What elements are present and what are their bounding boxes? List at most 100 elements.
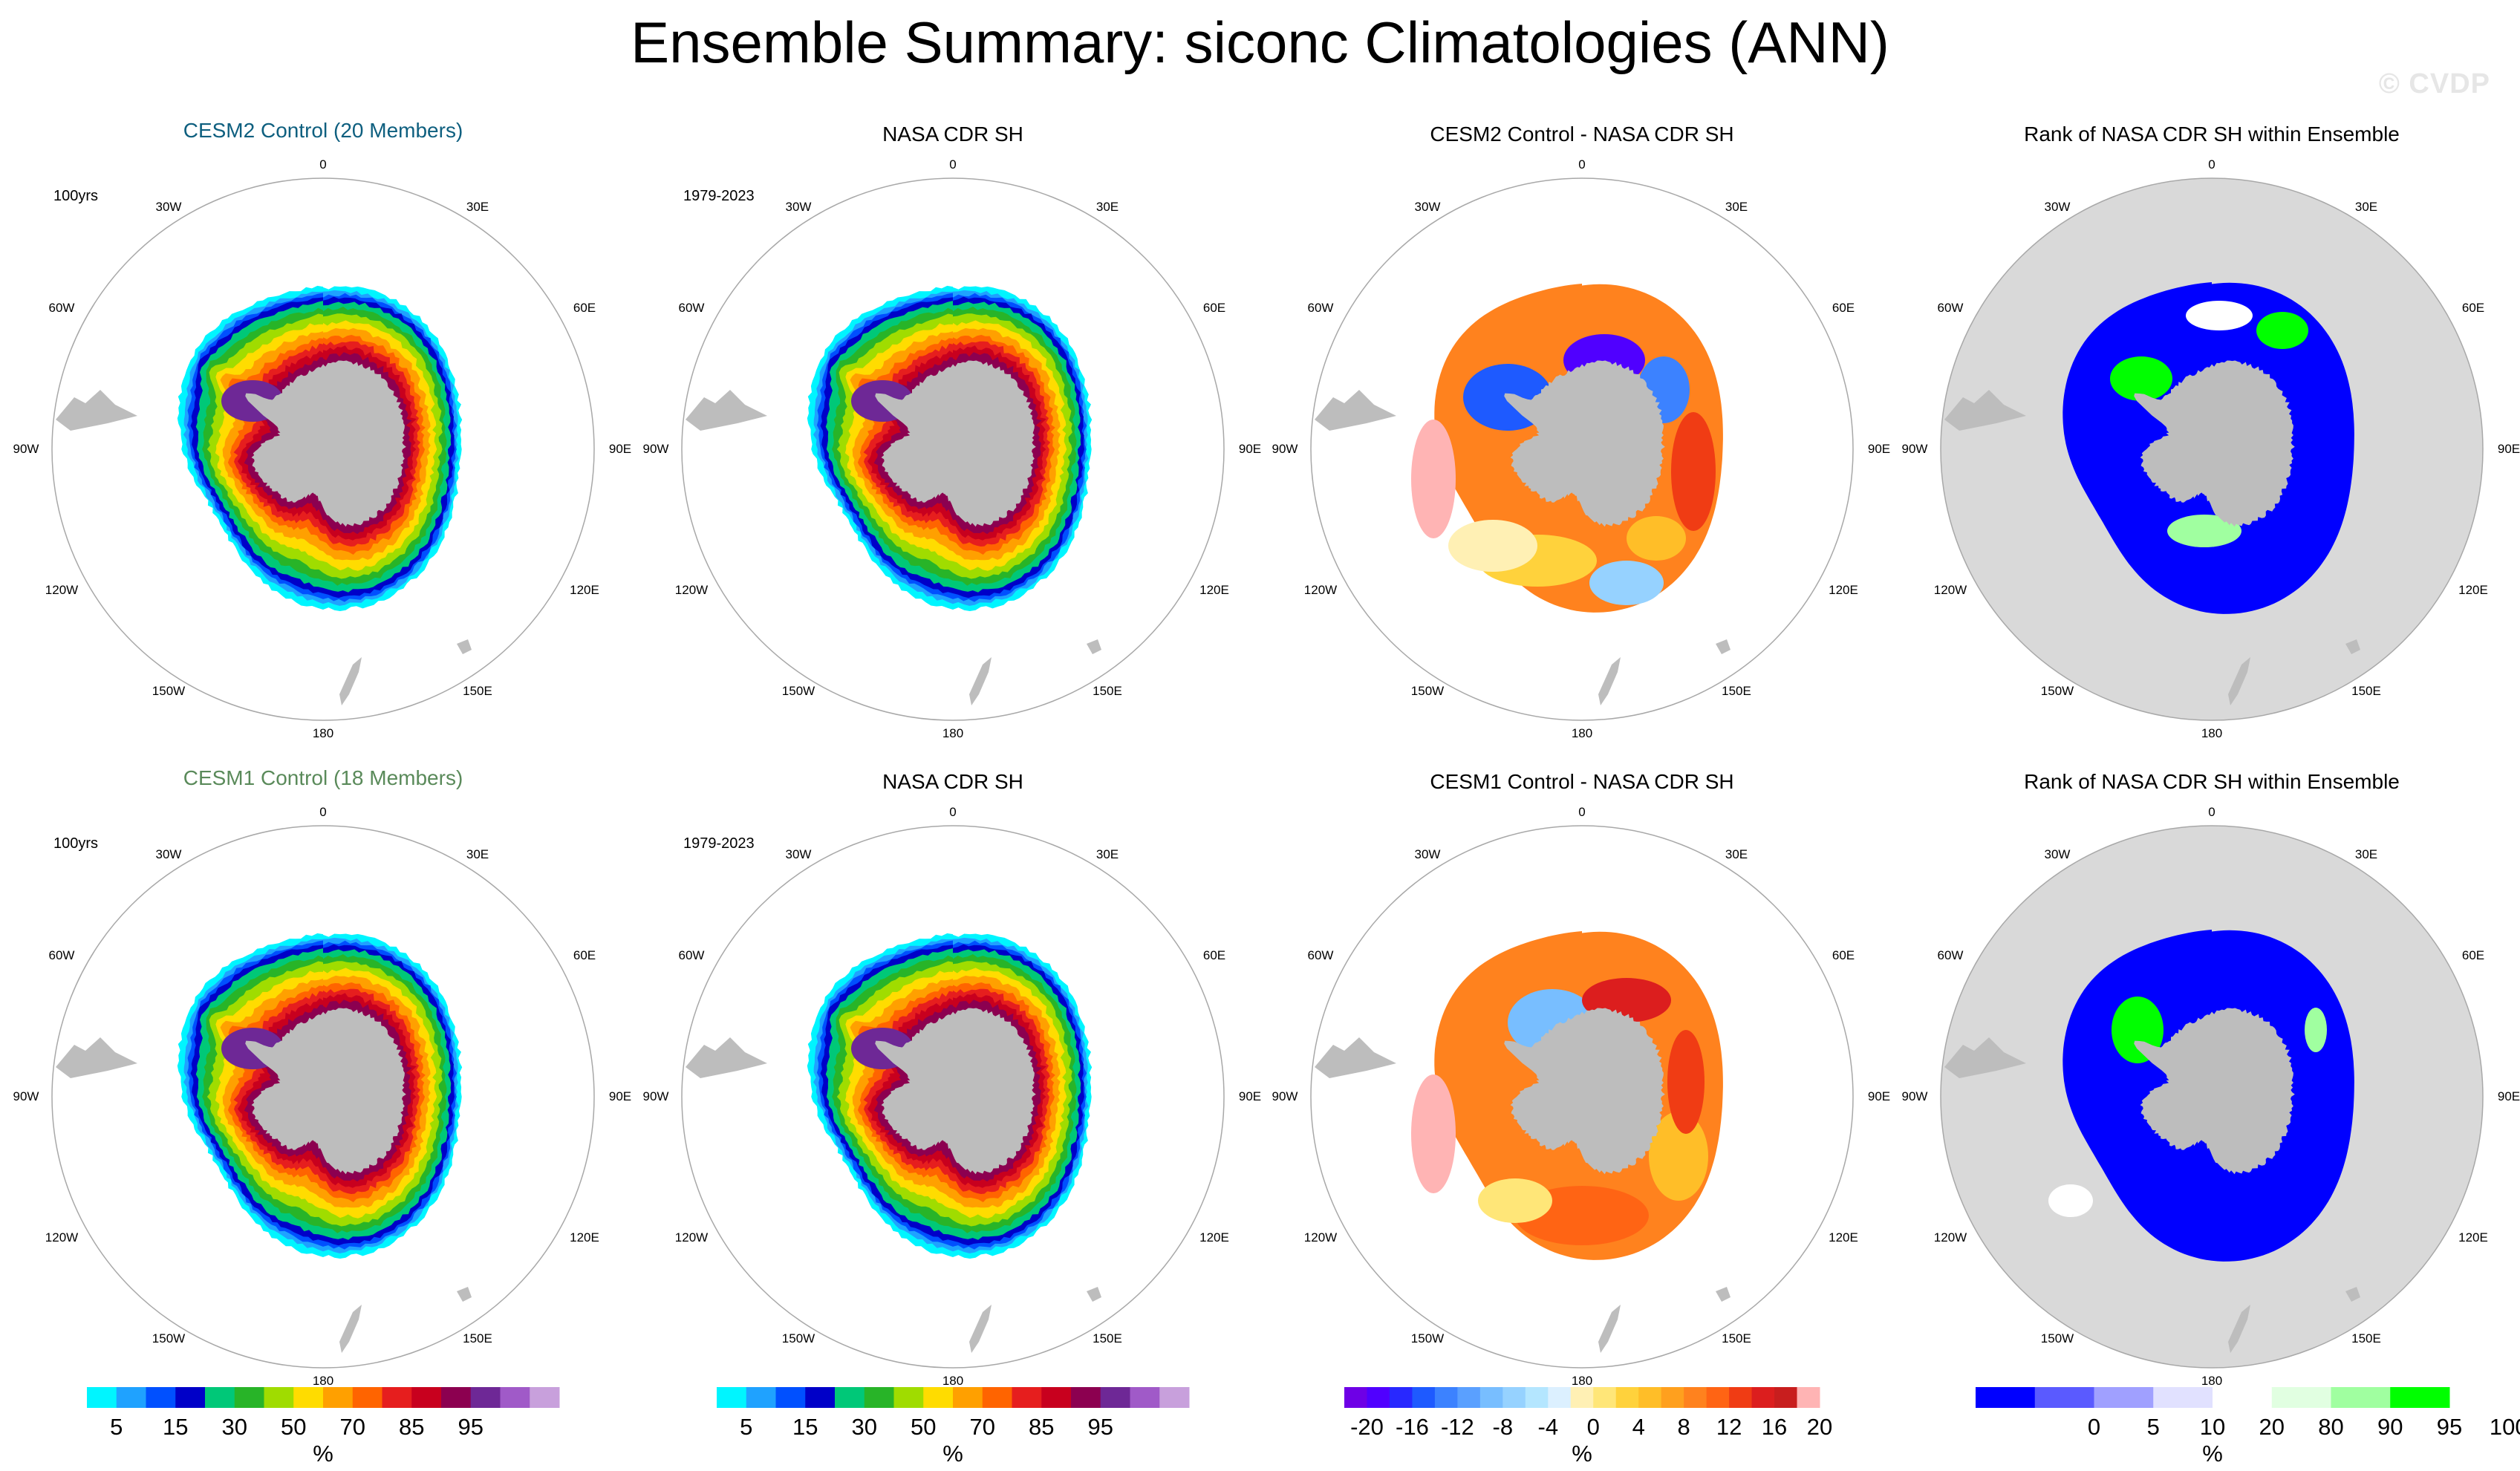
colorbar-tick-label: 0 bbox=[2087, 1414, 2101, 1440]
antarctica-landmass bbox=[1504, 360, 1665, 527]
longitude-label-r5: 150E bbox=[1093, 684, 1122, 698]
south-america-landmass bbox=[686, 390, 767, 431]
tasmania-landmass bbox=[1087, 1287, 1101, 1302]
longitude-label-r1: 30E bbox=[2354, 847, 2378, 861]
south-america-landmass bbox=[1315, 1037, 1396, 1078]
longitude-label-l4: 120W bbox=[1303, 583, 1338, 597]
colorbar-tick-label: 90 bbox=[2377, 1414, 2403, 1440]
longitude-label-l3: 90W bbox=[642, 442, 669, 456]
colorbar-tick-label: 20 bbox=[1806, 1414, 1833, 1440]
longitude-label-l5: 150W bbox=[781, 1331, 815, 1346]
model-period-label: 100yrs bbox=[53, 835, 99, 852]
longitude-label-bottom: 180 bbox=[2201, 726, 2223, 740]
colorbar-swatch bbox=[1159, 1387, 1190, 1408]
colorbar-tick-label: 15 bbox=[792, 1414, 818, 1440]
longitude-label-l1: 30W bbox=[1414, 847, 1441, 861]
colorbar-tick-label: -8 bbox=[1492, 1414, 1514, 1440]
colorbar-swatch bbox=[530, 1387, 560, 1408]
colorbar-swatch bbox=[1100, 1387, 1130, 1408]
colorbar-swatch bbox=[746, 1387, 776, 1408]
obs-period-label: 1979-2023 bbox=[683, 188, 755, 204]
colorbar-difference bbox=[1344, 1387, 1820, 1408]
longitude-label-r4: 120E bbox=[570, 583, 599, 597]
colorbar-unit-label: % bbox=[942, 1441, 963, 1467]
longitude-label-r1: 30E bbox=[1095, 200, 1119, 214]
colorbar-tick-label: 50 bbox=[281, 1414, 307, 1440]
longitude-label-l5: 150W bbox=[1410, 1331, 1445, 1346]
colorbar-swatch bbox=[775, 1387, 806, 1408]
diff-panel-title: CESM1 Control - NASA CDR SH bbox=[1430, 770, 1734, 793]
colorbar-tick-label: 30 bbox=[851, 1414, 877, 1440]
longitude-label-l5: 150W bbox=[781, 684, 815, 698]
colorbar-swatch bbox=[2094, 1387, 2154, 1408]
colorbar-tick-label: 85 bbox=[1029, 1414, 1055, 1440]
longitude-label-l3: 90W bbox=[13, 1089, 39, 1103]
longitude-label-top: 0 bbox=[949, 157, 957, 172]
colorbar-tick-label: -12 bbox=[1440, 1414, 1474, 1440]
colorbar-swatch bbox=[293, 1387, 324, 1408]
longitude-label-r3: 90E bbox=[1867, 442, 1891, 456]
colorbar-tick-label: 100 bbox=[2489, 1414, 2520, 1440]
colorbar-swatch bbox=[87, 1387, 117, 1408]
longitude-label-l1: 30W bbox=[1414, 200, 1441, 214]
colorbar-tick-label: 20 bbox=[2259, 1414, 2285, 1440]
colorbar-swatch bbox=[1389, 1387, 1413, 1408]
colorbar-tick-label: 5 bbox=[740, 1414, 753, 1440]
colorbar-swatch bbox=[500, 1387, 530, 1408]
colorbar-swatch bbox=[1434, 1387, 1458, 1408]
longitude-label-l2: 60W bbox=[48, 948, 75, 962]
new-zealand-landmass bbox=[969, 657, 992, 705]
longitude-label-l3: 90W bbox=[13, 442, 39, 456]
longitude-label-top: 0 bbox=[1578, 157, 1586, 172]
longitude-label-r3: 90E bbox=[2497, 1089, 2520, 1103]
new-zealand-landmass bbox=[339, 1305, 362, 1353]
colorbar-swatch bbox=[2034, 1387, 2094, 1408]
colorbar-swatch bbox=[1012, 1387, 1042, 1408]
polar-map-model-row1 bbox=[51, 177, 595, 721]
rank-panel-title: Rank of NASA CDR SH within Ensemble bbox=[2024, 123, 2400, 146]
colorbar-swatch bbox=[116, 1387, 146, 1408]
colorbar-swatch bbox=[835, 1387, 865, 1408]
longitude-label-l1: 30W bbox=[155, 847, 182, 861]
model-panel-title: CESM2 Control (20 Members) bbox=[183, 119, 463, 142]
longitude-label-r2: 60E bbox=[1202, 301, 1226, 315]
new-zealand-landmass bbox=[1598, 657, 1621, 705]
longitude-label-l1: 30W bbox=[155, 200, 182, 214]
longitude-label-l5: 150W bbox=[1410, 684, 1445, 698]
longitude-label-top: 0 bbox=[2208, 805, 2215, 819]
longitude-label-r4: 120E bbox=[1829, 583, 1858, 597]
colorbar-swatch bbox=[1525, 1387, 1549, 1408]
colorbar-swatch bbox=[146, 1387, 176, 1408]
colorbar-swatch bbox=[205, 1387, 235, 1408]
longitude-label-r1: 30E bbox=[1095, 847, 1119, 861]
longitude-label-l2: 60W bbox=[1937, 948, 1964, 962]
colorbar-swatch bbox=[1976, 1387, 2036, 1408]
new-zealand-landmass bbox=[339, 657, 362, 705]
colorbar-swatch bbox=[352, 1387, 382, 1408]
colorbar-swatch bbox=[1570, 1387, 1594, 1408]
colorbar-tick-label: -4 bbox=[1537, 1414, 1559, 1440]
polar-map-diff-row1 bbox=[1310, 177, 1854, 721]
colorbar-swatch bbox=[1729, 1387, 1753, 1408]
south-america-landmass bbox=[56, 1037, 137, 1078]
longitude-label-r4: 120E bbox=[570, 1230, 599, 1245]
colorbar-unit-label: % bbox=[1572, 1441, 1592, 1467]
colorbar-swatch bbox=[441, 1387, 472, 1408]
longitude-label-l1: 30W bbox=[785, 847, 812, 861]
colorbar-swatch bbox=[470, 1387, 501, 1408]
south-america-landmass bbox=[1944, 390, 2026, 431]
longitude-label-r3: 90E bbox=[1867, 1089, 1891, 1103]
longitude-label-r1: 30E bbox=[1725, 847, 1748, 861]
longitude-label-r3: 90E bbox=[1238, 442, 1262, 456]
new-zealand-landmass bbox=[1598, 1305, 1621, 1353]
longitude-label-r3: 90E bbox=[1238, 1089, 1262, 1103]
colorbar-tick-label: 80 bbox=[2318, 1414, 2344, 1440]
tasmania-landmass bbox=[457, 1287, 472, 1302]
longitude-label-r1: 30E bbox=[466, 847, 489, 861]
longitude-label-l4: 120W bbox=[45, 1230, 79, 1245]
tasmania-landmass bbox=[1716, 639, 1731, 654]
colorbar-tick-label: 30 bbox=[221, 1414, 247, 1440]
colorbar-tick-label: 15 bbox=[163, 1414, 189, 1440]
tasmania-landmass bbox=[1087, 639, 1101, 654]
longitude-label-r3: 90E bbox=[608, 442, 632, 456]
